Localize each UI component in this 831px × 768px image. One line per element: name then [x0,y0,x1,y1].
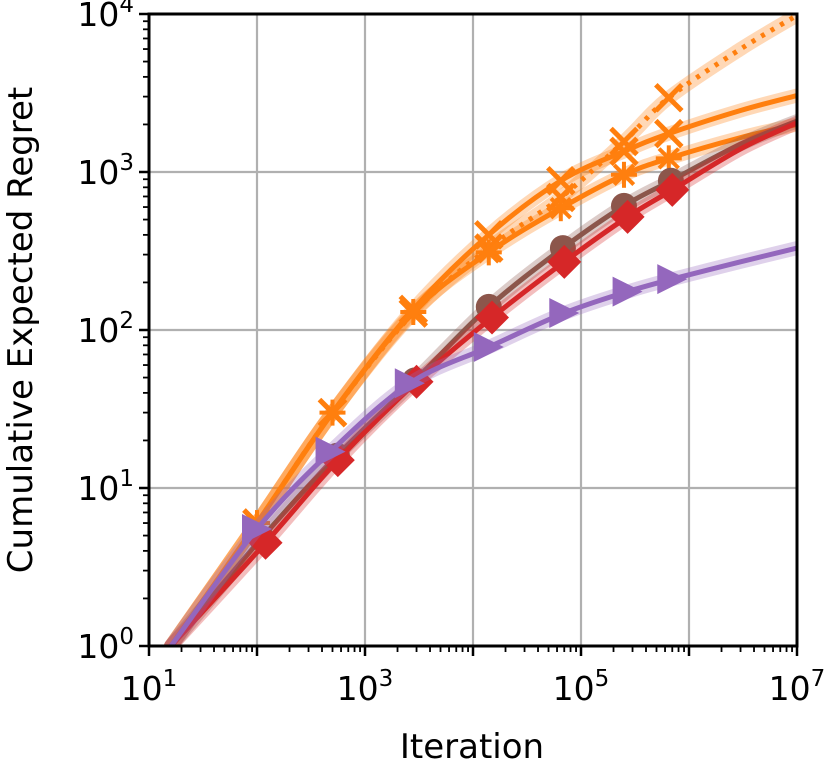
series-line [168,118,797,646]
triangle-marker [315,436,346,467]
x-marker-stroke [609,136,639,167]
diamond-marker [610,199,645,234]
series-line [168,121,797,646]
y-tick-label-base: 10 [77,0,119,34]
y-tick-label: 101 [77,466,134,508]
diamond-marker [475,300,510,335]
x-marker [609,136,639,167]
x-tick-label: 107 [769,666,826,708]
x-tick-label-base: 10 [121,669,163,708]
x-marker-stroke [654,118,684,149]
triangle-marker [394,368,425,399]
y-tick-label-exponent: 4 [119,0,134,18]
y-tick-label-base: 10 [77,311,119,350]
star-marker-stroke [612,163,636,186]
y-tick-label-exponent: 2 [119,308,134,334]
x-marker-stroke [654,83,684,113]
y-tick-label: 103 [77,150,134,192]
x-marker-stroke [546,166,576,196]
star-marker [655,145,682,172]
series-4 [164,114,797,646]
star-marker [319,399,346,426]
x-tick-label-exponent: 1 [163,666,178,692]
x-tick-label-base: 10 [553,669,595,708]
star-marker-stroke [657,147,680,170]
x-tick-label-base: 10 [769,669,811,708]
triangle-marker [242,514,272,545]
series-line [168,120,797,646]
x-tick-label: 101 [121,666,178,708]
star-marker-stroke [477,241,500,264]
star-marker [547,195,574,222]
diamond-marker [655,172,690,207]
series-band [164,117,797,646]
series-band [164,115,797,646]
triangle-marker [473,332,504,363]
triangle-marker [549,298,580,329]
y-tick-label-exponent: 0 [119,624,134,650]
y-tick-label: 100 [77,624,134,666]
y-tick-label-base: 10 [77,153,119,192]
series-layer [164,14,797,646]
y-tick-label-base: 10 [77,627,119,666]
x-marker [654,83,684,113]
x-marker [654,118,684,149]
x-tick-label-base: 10 [337,669,379,708]
triangle-marker [612,276,643,307]
x-tick-label: 103 [337,666,394,708]
x-marker-stroke [609,126,639,157]
series-6 [164,241,797,646]
star-marker [400,298,427,325]
triangle-marker [657,264,688,295]
y-tick-label-exponent: 1 [119,466,134,492]
star-marker [475,239,502,266]
star-marker [610,161,637,188]
series-5 [164,115,797,646]
diamond-marker [547,244,582,279]
y-tick-label-exponent: 3 [119,150,134,176]
star-marker-stroke [549,197,572,220]
y-axis-label: Cumulative Expected Regret [1,87,41,573]
x-tick-label-exponent: 5 [595,666,610,692]
series-band [164,114,797,646]
y-tick-label: 104 [77,0,134,34]
x-tick-label-exponent: 7 [811,666,826,692]
x-tick-label-exponent: 3 [379,666,394,692]
x-axis-label: Iteration [400,727,544,767]
star-marker-stroke [402,300,425,324]
x-tick-label: 105 [553,666,610,708]
x-marker [546,166,576,196]
star-marker-stroke [321,401,344,424]
y-tick-label-base: 10 [77,469,119,508]
y-tick-label: 102 [77,308,134,350]
series-3 [164,117,797,646]
